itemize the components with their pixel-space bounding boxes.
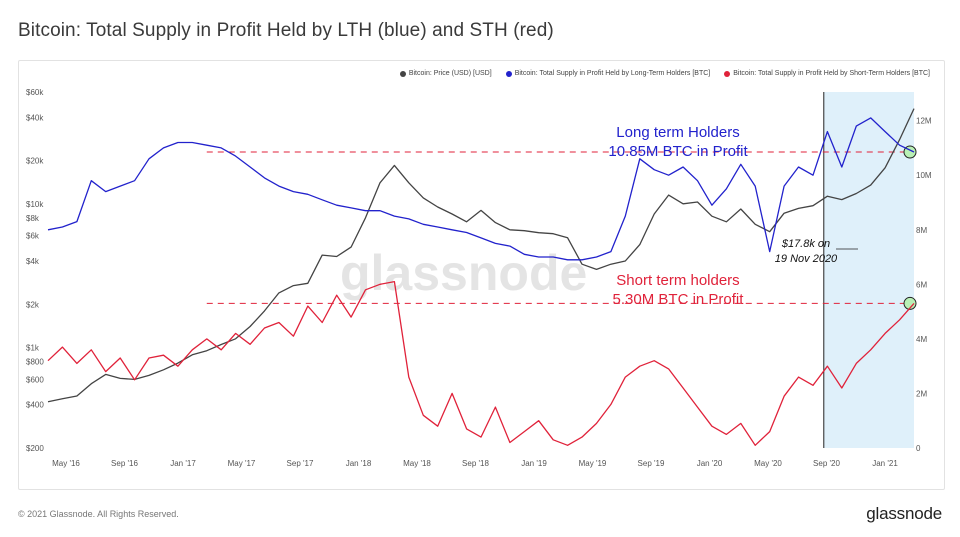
right-axis-tick-label: 6M xyxy=(916,280,927,289)
left-axis-tick-label: $40k xyxy=(26,113,44,122)
left-axis-tick-label: $6k xyxy=(26,232,40,241)
left-axis-tick-label: $800 xyxy=(26,357,44,366)
left-axis-tick-label: $1k xyxy=(26,344,40,353)
axis-layer: May '16 Sep '16 Jan '17 May '17 Sep '17 Jan '… xyxy=(26,88,932,468)
legend-dot-sth xyxy=(724,70,731,77)
left-axis-tick-label: $600 xyxy=(26,375,44,384)
left-axis-tick-label: $20k xyxy=(26,157,44,166)
price-series-line xyxy=(47,108,915,403)
x-tick-label: May '20 xyxy=(754,459,782,468)
sth-annotation-line1: Short term holders xyxy=(616,272,739,289)
x-tick-label: Sep '17 xyxy=(287,459,314,468)
glassnode-logo[interactable]: glassnode xyxy=(866,504,942,523)
x-tick-label: Jan '19 xyxy=(521,459,547,468)
x-tick-label: May '19 xyxy=(579,459,607,468)
left-axis-tick-label: $200 xyxy=(26,444,44,453)
right-axis-tick-label: 8M xyxy=(916,226,927,235)
x-tick-label: May '18 xyxy=(403,459,431,468)
legend-label-sth: Bitcoin: Total Supply in Profit Held by … xyxy=(733,70,930,77)
x-tick-label: Jan '17 xyxy=(170,459,196,468)
right-axis-tick-label: 0 xyxy=(916,444,921,453)
x-tick-label: Jan '20 xyxy=(697,459,723,468)
right-axis-tick-label: 10M xyxy=(916,171,932,180)
watermark: glassnode xyxy=(340,245,587,301)
left-axis-tick-label: $10k xyxy=(26,200,44,209)
left-axis-tick-label: $2k xyxy=(26,300,40,309)
lth-annotation-line2: 10.85M BTC in Profit xyxy=(608,143,748,160)
x-tick-label: Jan '21 xyxy=(872,459,898,468)
legend-dot-lth xyxy=(505,70,512,77)
x-tick-label: May '16 xyxy=(52,459,80,468)
legend-item-price[interactable]: Bitcoin: Price (USD) [USD] xyxy=(399,70,492,77)
highlight-layer xyxy=(823,92,914,448)
x-tick-label: Sep '18 xyxy=(462,459,489,468)
chart-card xyxy=(18,60,945,490)
chart-legend: Bitcoin: Price (USD) [USD] Bitcoin: Tota… xyxy=(399,70,930,77)
sth-series-line xyxy=(47,280,915,446)
left-axis-tick-label: $60k xyxy=(26,88,44,97)
lth-series-line xyxy=(47,117,915,261)
legend-item-sth[interactable]: Bitcoin: Total Supply in Profit Held by … xyxy=(724,70,930,77)
reference-marker-sth xyxy=(903,296,917,310)
legend-dot-price xyxy=(399,70,406,77)
page-title: Bitcoin: Total Supply in Profit Held by … xyxy=(18,20,554,41)
x-tick-label: Jan '18 xyxy=(346,459,372,468)
legend-label-price: Bitcoin: Price (USD) [USD] xyxy=(408,70,492,77)
x-tick-label: May '17 xyxy=(228,459,256,468)
legend-item-lth[interactable]: Bitcoin: Total Supply in Profit Held by … xyxy=(505,70,711,77)
lth-annotation-line1: Long term Holders xyxy=(616,124,739,141)
annotations: Long term Holders 10.85M BTC in Profit S… xyxy=(608,124,858,308)
series-layer xyxy=(47,108,915,446)
legend-label-lth: Bitcoin: Total Supply in Profit Held by … xyxy=(514,70,711,77)
footer-copyright: © 2021 Glassnode. All Rights Reserved. xyxy=(18,509,179,519)
price-annotation-line1: $17.8k on xyxy=(781,238,830,250)
price-annotation-line2: 19 Nov 2020 xyxy=(775,253,838,265)
right-axis-tick-label: 4M xyxy=(916,335,927,344)
left-axis-tick-label: $4k xyxy=(26,257,40,266)
left-axis-tick-label: $400 xyxy=(26,401,44,410)
right-axis-tick-label: 2M xyxy=(916,389,927,398)
x-tick-label: Sep '20 xyxy=(813,459,840,468)
sth-annotation-line2: 5.30M BTC in Profit xyxy=(613,291,745,308)
highlight-region xyxy=(823,92,914,448)
left-axis-tick-label: $8k xyxy=(26,214,40,223)
x-tick-label: Sep '16 xyxy=(111,459,138,468)
right-axis-tick-label: 12M xyxy=(916,117,932,126)
x-tick-label: Sep '19 xyxy=(638,459,665,468)
